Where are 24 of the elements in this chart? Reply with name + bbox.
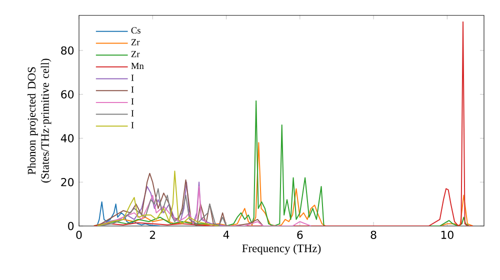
x-tick-label: 4 <box>223 230 230 239</box>
line-series <box>96 172 264 226</box>
y-tick-label: 0 <box>68 222 74 230</box>
legend-label: I <box>131 86 134 93</box>
legend-label: Zr <box>131 39 140 46</box>
legend-label: I <box>131 110 134 116</box>
x-tick-label: 2 <box>150 230 156 239</box>
x-tick-label: 0 <box>76 230 82 239</box>
legend-label: Mn <box>131 62 144 69</box>
x-tick-label: 6 <box>297 230 303 239</box>
legend-label: Cs <box>131 27 140 34</box>
y-axis-title: Phonon projected DOS (States/THz·primitive cell) <box>28 58 52 183</box>
legend-label: I <box>131 122 134 128</box>
y-tick-label: 60 <box>61 90 74 98</box>
x-axis-title: Frequency (THz) <box>242 244 321 255</box>
legend-label: Zr <box>131 51 140 58</box>
line-series <box>96 170 220 226</box>
y-tick-label: 40 <box>60 134 74 142</box>
y-tick-label: 80 <box>61 46 74 55</box>
x-tick-label: 8 <box>370 230 376 239</box>
legend-label: I <box>131 74 134 81</box>
y-tick-label: 20 <box>61 178 74 186</box>
x-tick-label: 10 <box>441 230 454 239</box>
legend-label: I <box>131 98 134 105</box>
